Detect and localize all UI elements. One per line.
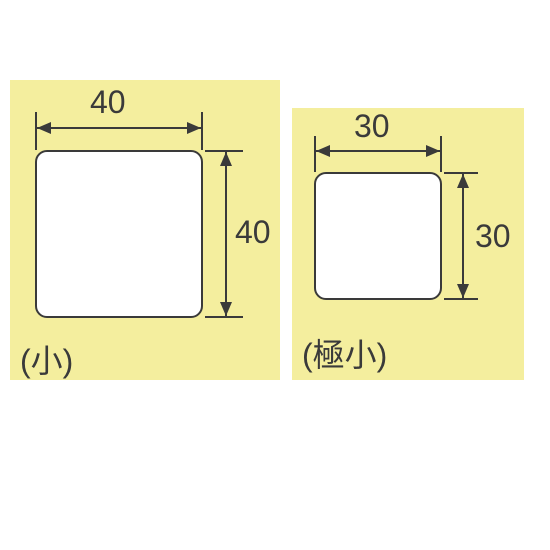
label-extra-small: (極小) [302, 330, 387, 376]
ext-line [444, 298, 478, 300]
dim-height-value: 30 [475, 218, 511, 255]
ext-line [201, 112, 203, 150]
dim-width-value: 30 [354, 108, 390, 145]
ext-line [205, 316, 243, 318]
arrowhead-icon [457, 284, 469, 298]
dim-arrow-width [37, 127, 201, 129]
square-small [35, 150, 203, 318]
panel-extra-small: 30 30 (極小) [292, 108, 524, 380]
arrowhead-icon [457, 174, 469, 188]
dim-arrow-height [462, 174, 464, 298]
arrowhead-icon [426, 145, 440, 157]
arrowhead-icon [187, 122, 201, 134]
arrowhead-icon [37, 122, 51, 134]
panel-small: 40 40 (小) [10, 80, 280, 380]
arrowhead-icon [220, 152, 232, 166]
ext-line [440, 136, 442, 172]
arrowhead-icon [220, 302, 232, 316]
dim-arrow-width [316, 150, 440, 152]
dim-height-value: 40 [235, 214, 271, 251]
square-extra-small [314, 172, 442, 300]
arrowhead-icon [316, 145, 330, 157]
dim-arrow-height [225, 152, 227, 316]
label-small: (小) [20, 336, 73, 382]
dim-width-value: 40 [90, 84, 126, 121]
